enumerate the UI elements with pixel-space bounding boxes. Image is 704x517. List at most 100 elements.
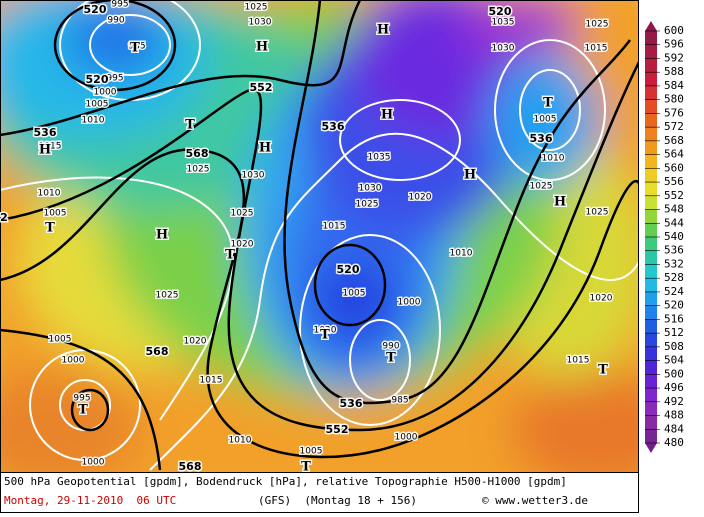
map-area [0, 0, 638, 472]
colorbar-cell [645, 195, 657, 211]
colorbar-tick-label: 584 [664, 79, 684, 92]
isobar-label: 1005 [343, 289, 366, 299]
isobar-label: 1015 [39, 142, 62, 152]
isobar-label: 1030 [492, 44, 515, 54]
footer-box [0, 472, 639, 513]
colorbar-tick-label: 500 [664, 367, 684, 380]
map-labels: 995 990 985 995 1000 1005 1010 1015 1025 1030 1035… [0, 0, 614, 476]
colorbar-tick-label: 532 [664, 257, 684, 270]
colorbar-cell [645, 346, 657, 362]
colorbar-tick-label: 560 [664, 161, 684, 174]
isobar-label: 1035 [492, 18, 515, 28]
colorbar-cell [645, 44, 657, 59]
colorbar-cell [645, 223, 657, 238]
isobar-label: 1020 [409, 193, 432, 203]
footer-model: (GFS) (Montag 18 + 156) [258, 494, 417, 507]
colorbar-cell [645, 99, 657, 114]
isobar-label: 990 [107, 16, 124, 26]
high-pressure-marker: H [377, 23, 389, 38]
colorbar-tick-label: 512 [664, 326, 684, 339]
colorbar-bottom-arrow [645, 443, 657, 453]
geopotential-label: 536 [530, 132, 553, 145]
footer-date: Montag, 29-11-2010 06 UTC [4, 494, 176, 507]
isobar-label: 995 [106, 74, 123, 84]
low-pressure-marker: T [78, 403, 88, 418]
low-pressure-marker: T [301, 460, 311, 475]
high-pressure-marker: H [256, 40, 268, 55]
isobar-label: 1030 [249, 18, 272, 28]
isobar-label: 1000 [62, 356, 85, 366]
colorbar: 6005965925885845805765725685645605565525… [645, 21, 684, 453]
isobar-label: 990 [382, 342, 399, 352]
geopotential-label: 568 [146, 345, 169, 358]
isobar-label: 1005 [44, 209, 67, 219]
geopotential-label: 568 [186, 147, 209, 160]
footer-description: 500 hPa Geopotential [gpdm], Bodendruck … [4, 475, 567, 488]
colorbar-tick-label: 544 [664, 216, 684, 229]
colorbar-cell [645, 85, 657, 101]
colorbar-tick-label: 524 [664, 285, 684, 298]
geopotential-label: 536 [322, 120, 345, 133]
isobar-label: 985 [391, 396, 408, 406]
colorbar-tick-label: 520 [664, 299, 684, 312]
colorbar-tick-label: 600 [664, 24, 684, 37]
isobar-label: 1010 [450, 249, 473, 259]
isobar-label: 1020 [231, 240, 254, 250]
isobar-label: 1025 [156, 291, 179, 301]
isobar-label: 995 [111, 0, 128, 10]
colorbar-cell [645, 168, 657, 183]
isobar-label: 1005 [534, 115, 557, 125]
low-pressure-marker: T [45, 221, 55, 236]
isobar-label: 1020 [314, 326, 337, 336]
colorbar-cell [645, 264, 657, 279]
colorbar-cell [645, 360, 657, 375]
colorbar-tick-label: 568 [664, 134, 684, 147]
colorbar-tick-label: 504 [664, 354, 684, 367]
isobar-label: 1020 [590, 294, 613, 304]
colorbar-cell [645, 237, 657, 252]
low-pressure-marker: T [386, 351, 396, 366]
colorbar-cell [645, 333, 657, 348]
colorbar-tick-label: 580 [664, 93, 684, 106]
footer-copyright: © www.wetter3.de [482, 494, 588, 507]
isobar-label: 1010 [542, 154, 565, 164]
colorbar-cell [645, 31, 657, 46]
low-pressure-marker: T [543, 96, 553, 111]
geopotential-label: 536 [34, 126, 57, 139]
geopotential-label: 520 [489, 5, 512, 18]
low-pressure-marker: T [225, 248, 235, 263]
colorbar-cell [645, 113, 657, 128]
isobar-label: 1000 [395, 433, 418, 443]
colorbar-cell [645, 305, 657, 320]
geopotential-label: 552 [326, 423, 349, 436]
colorbar-tick-label: 540 [664, 230, 684, 243]
isobar-label: 1025 [245, 3, 268, 13]
colorbar-cell [645, 401, 657, 417]
high-pressure-marker: H [156, 228, 168, 243]
isobar-label: 1025 [187, 165, 210, 175]
colorbar-tick-label: 552 [664, 189, 684, 202]
colorbar-tick-label: 576 [664, 106, 684, 119]
colorbar-tick-label: 508 [664, 340, 684, 353]
colorbar-cell [645, 319, 657, 334]
geopotential-label: 552 [250, 81, 273, 94]
isobar-label: 1015 [567, 356, 590, 366]
colorbar-cell [645, 388, 657, 403]
colorbar-tick-label: 516 [664, 312, 684, 325]
colorbar-tick-label: 548 [664, 203, 684, 216]
isobar-label: 1025 [530, 182, 553, 192]
colorbar-cell [645, 127, 657, 142]
isobar-label: 1000 [82, 458, 105, 468]
low-pressure-marker: T [130, 41, 140, 56]
high-pressure-marker: H [554, 195, 566, 210]
isobar-label: 1015 [585, 44, 608, 54]
colorbar-tick-label: 596 [664, 38, 684, 51]
isobar-label: 1005 [49, 335, 72, 345]
low-pressure-marker: T [320, 328, 330, 343]
colorbar-tick-label: 556 [664, 175, 684, 188]
high-pressure-marker: H [259, 141, 271, 156]
colorbar-cell [645, 58, 657, 73]
isobar-label: 1020 [184, 337, 207, 347]
colorbar-tick-label: 588 [664, 65, 684, 78]
